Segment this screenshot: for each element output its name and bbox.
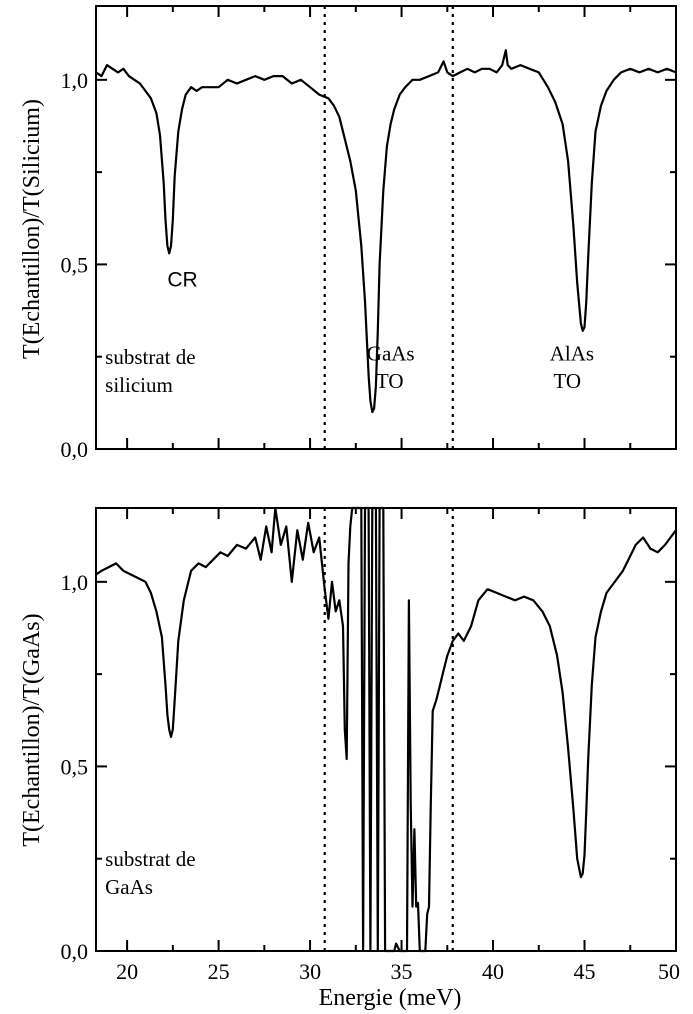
y-axis-title: T(Echantillon)/T(GaAs) xyxy=(19,613,45,846)
x-tick-label: 25 xyxy=(208,959,230,984)
x-axis-title: Energie (meV) xyxy=(319,985,462,1011)
annotations: substrat de GaAs xyxy=(105,847,195,899)
annotation-label: substrat de xyxy=(105,345,195,369)
annotation-label: CR xyxy=(167,269,197,292)
axis-ticks xyxy=(96,6,677,450)
y-axis-title: T(Echantillon)/T(Silicium) xyxy=(19,99,45,359)
y-tick-labels: 0,0 0,5 1,0 xyxy=(61,68,89,462)
annotation-label: TO xyxy=(376,369,404,393)
annotation-label: AlAs xyxy=(550,341,594,365)
annotation-label: substrat de xyxy=(105,847,195,871)
axis-ticks xyxy=(96,508,677,952)
marker-lines xyxy=(323,6,454,449)
x-tick-labels: 20 25 30 35 40 45 50 xyxy=(116,959,680,984)
annotation-label: GaAs xyxy=(367,341,415,365)
y-tick-label: 0,0 xyxy=(61,437,89,462)
y-tick-label: 1,0 xyxy=(61,570,89,595)
x-tick-label: 35 xyxy=(391,959,413,984)
y-tick-label: 1,0 xyxy=(61,68,89,93)
annotation-label: silicium xyxy=(105,373,173,397)
series-line xyxy=(95,506,677,953)
y-tick-label: 0,5 xyxy=(61,252,89,277)
x-tick-label: 40 xyxy=(482,959,504,984)
x-tick-label: 30 xyxy=(299,959,321,984)
annotation-label: GaAs xyxy=(105,875,153,899)
y-tick-label: 0,5 xyxy=(61,754,89,779)
x-tick-label: 50 xyxy=(658,959,680,984)
x-tick-label: 45 xyxy=(574,959,596,984)
annotations: CR substrat de silicium GaAs TO AlAs TO xyxy=(105,269,594,397)
annotation-label: TO xyxy=(553,369,581,393)
plot-frame xyxy=(95,5,677,450)
chart-panel-silicium: 0,0 0,5 1,0 CR substrat de silicium GaAs TO AlA… xyxy=(19,5,677,462)
y-tick-labels: 0,0 0,5 1,0 xyxy=(61,570,89,964)
series-line xyxy=(95,49,677,414)
x-tick-label: 20 xyxy=(116,959,138,984)
y-tick-label: 0,0 xyxy=(61,939,89,964)
chart-panel-gaas: 0,0 0,5 1,0 20 25 30 35 40 45 50 substrat de GaAs… xyxy=(19,506,680,1011)
